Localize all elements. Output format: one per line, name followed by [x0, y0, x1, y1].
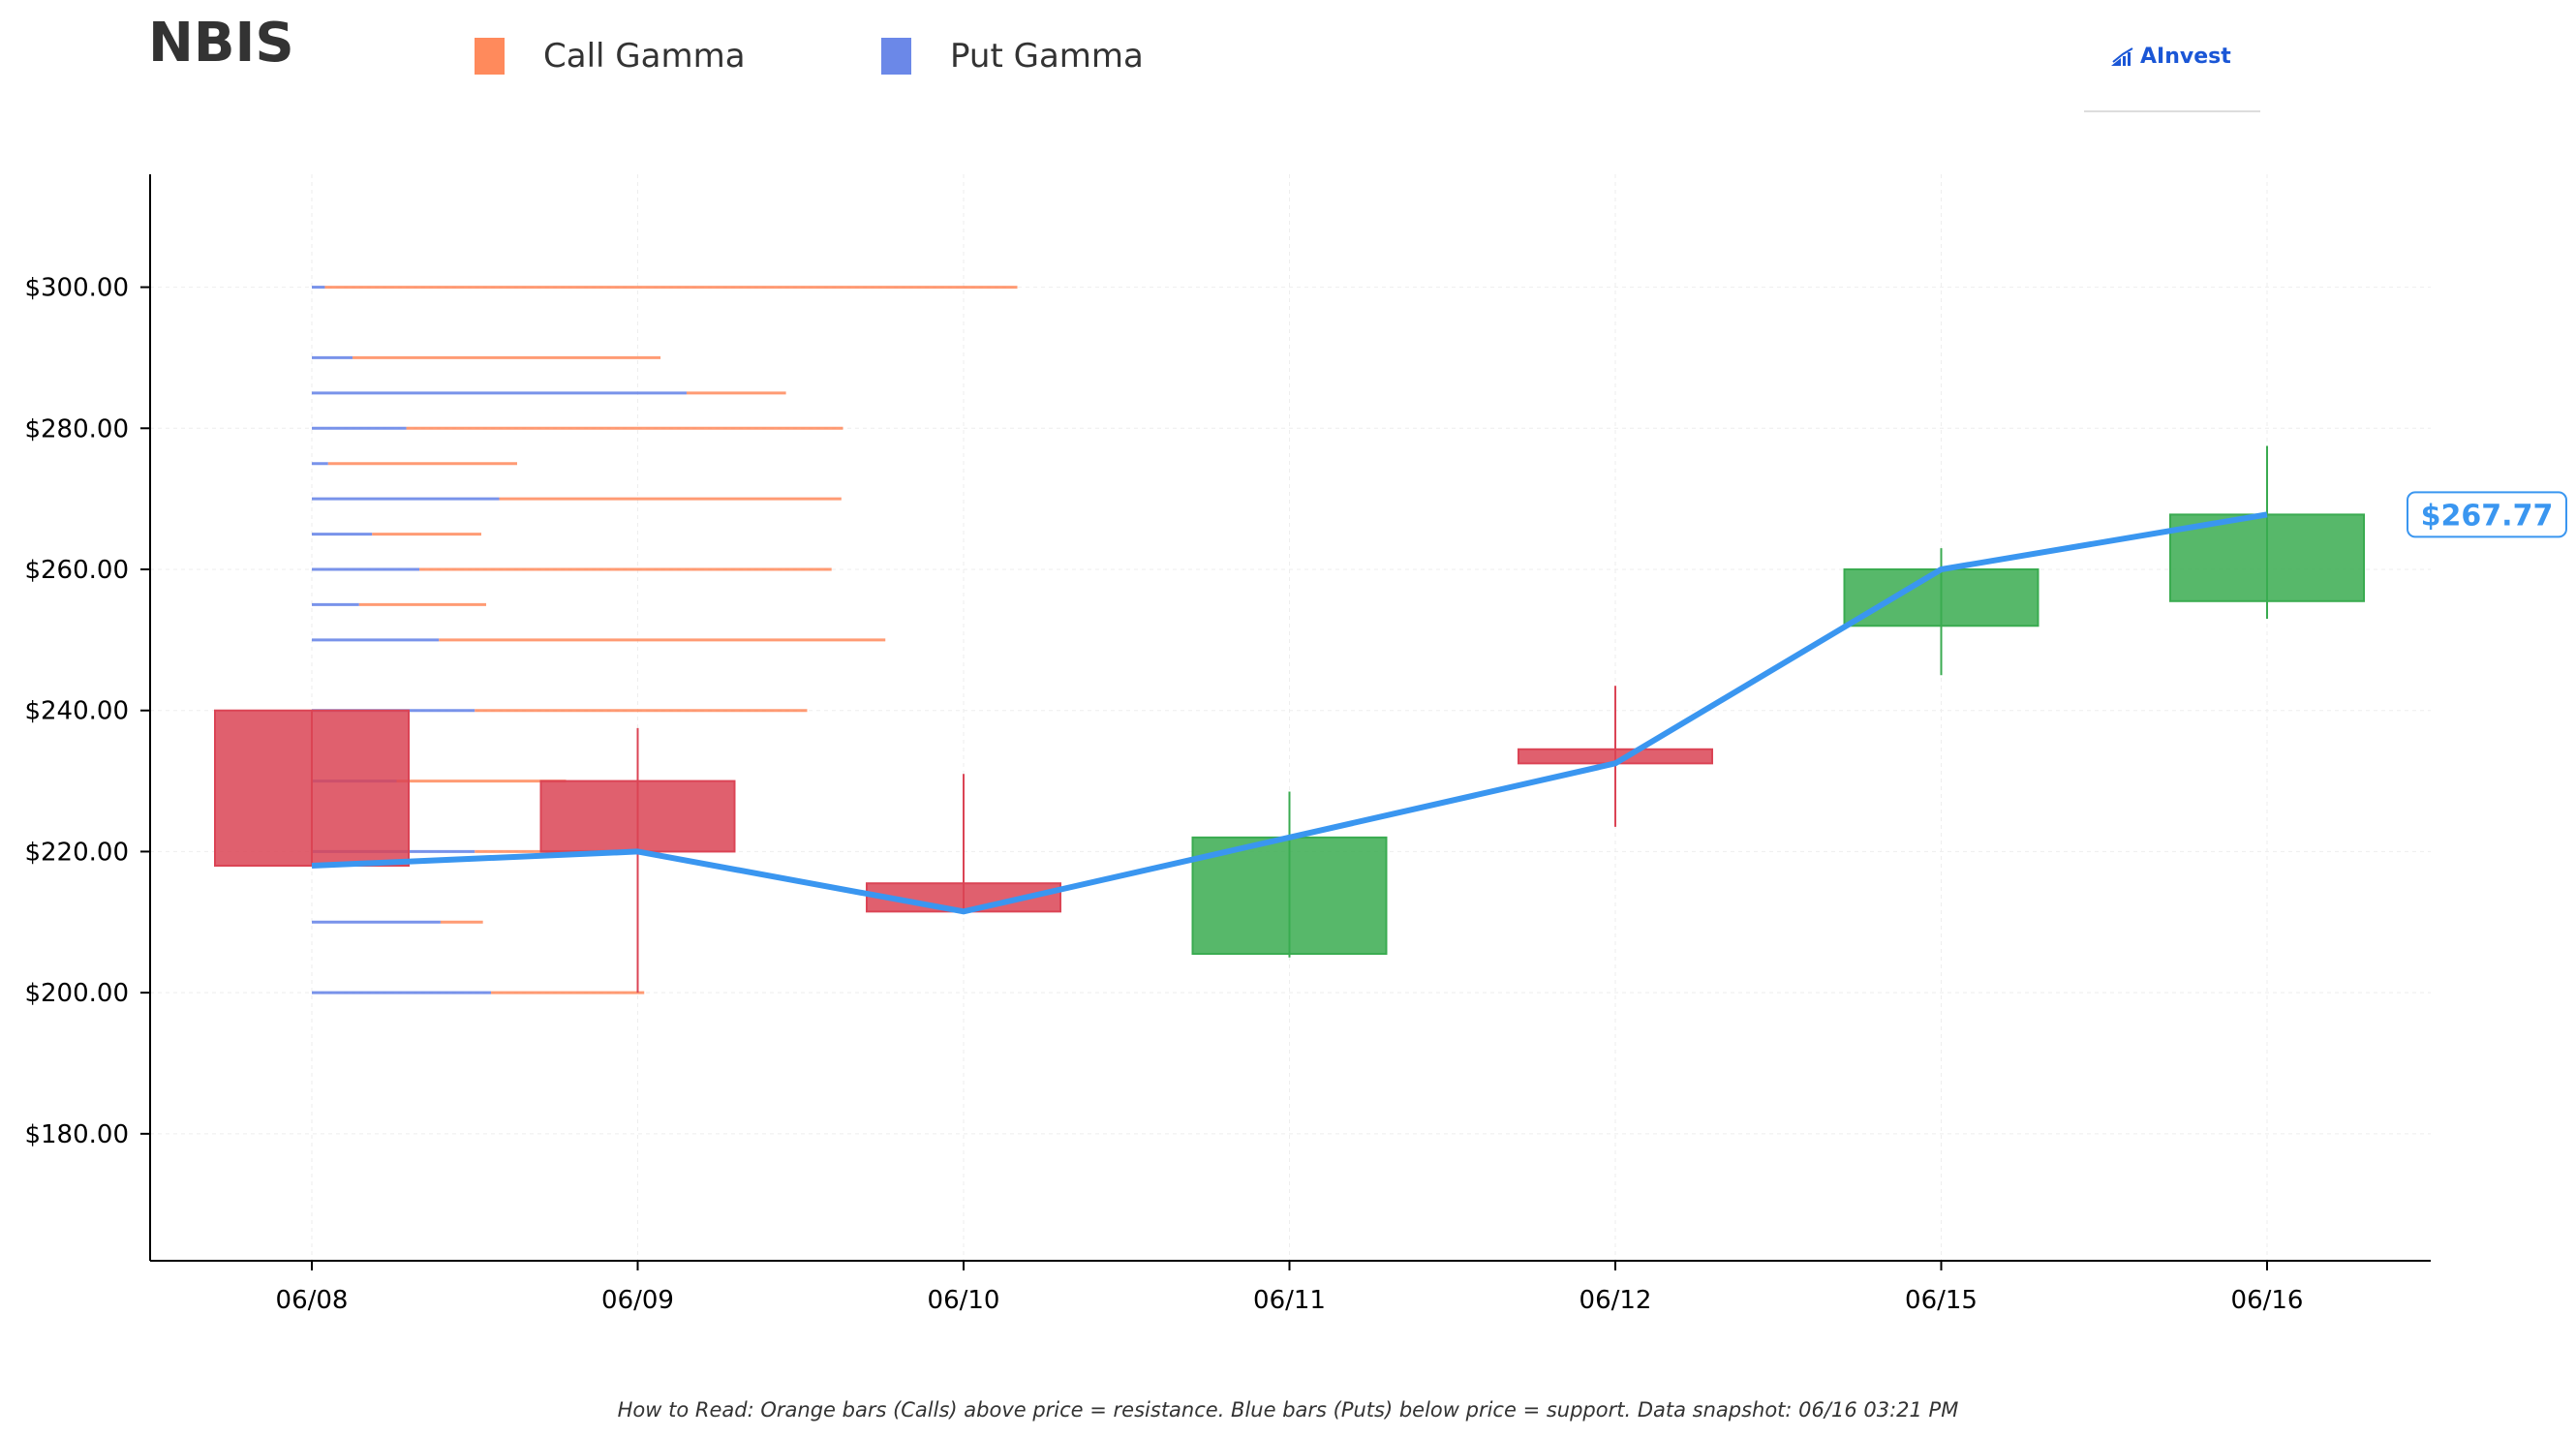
y-tick-label-220: $220.00 — [24, 838, 129, 867]
candle-body-3 — [1191, 836, 1388, 956]
last-price-label: $267.77 — [2421, 499, 2554, 533]
tick-labels: $180.00 $200.00 $220.00 $240.00 $260.00 $280.… — [24, 274, 2303, 1315]
axes — [149, 174, 2431, 1262]
footnote: How to Read: Orange bars (Calls) above p… — [617, 1398, 1959, 1422]
candle-body-6 — [2169, 513, 2365, 602]
x-tick-label-5: 06/15 — [1905, 1286, 1978, 1315]
x-tick-label-0: 06/08 — [276, 1286, 349, 1315]
call-gamma-swatch — [475, 38, 505, 75]
legend-label-call-gamma: Call Gamma — [543, 37, 746, 76]
x-tick-label-3: 06/11 — [1253, 1286, 1326, 1315]
y-tick-label-240: $240.00 — [24, 697, 129, 726]
last-price-tag-box — [2407, 491, 2567, 538]
x-tick-label-4: 06/12 — [1579, 1286, 1652, 1315]
candle-body-5 — [1843, 568, 2039, 627]
candles — [214, 445, 2365, 994]
ainvest-logo: AInvest — [2111, 45, 2231, 69]
legend-item-call-gamma: Call Gamma — [475, 37, 746, 76]
candle-body-0 — [214, 709, 410, 868]
x-tick-label-6: 06/16 — [2231, 1286, 2304, 1315]
legend-label-put-gamma: Put Gamma — [950, 37, 1144, 76]
candle-body-1 — [539, 780, 736, 853]
logo-underline — [2084, 110, 2260, 112]
ticker-title: NBIS — [148, 12, 294, 75]
y-tick-label-300: $300.00 — [24, 274, 129, 303]
y-tick-label-200: $200.00 — [24, 979, 129, 1008]
x-tick-label-1: 06/09 — [601, 1286, 674, 1315]
price-line-layer — [311, 511, 2268, 915]
y-tick-label-260: $260.00 — [24, 556, 129, 585]
gamma-candlestick-chart: $180.00 $200.00 $220.00 $240.00 $260.00 $280.… — [24, 174, 2567, 1315]
logo-text: AInvest — [2140, 45, 2231, 69]
y-tick-label-180: $180.00 — [24, 1120, 129, 1149]
put-gamma-swatch — [881, 38, 911, 75]
last-price-tag: $267.77 — [2407, 491, 2567, 538]
legend-item-put-gamma: Put Gamma — [881, 37, 1144, 76]
y-tick-label-280: $280.00 — [24, 414, 129, 443]
gamma-bars — [312, 286, 1018, 994]
logo-mark-icon — [2111, 46, 2133, 66]
x-tick-label-2: 06/10 — [928, 1286, 1000, 1315]
grid-lines — [150, 174, 2431, 1261]
price-line — [311, 511, 2268, 915]
